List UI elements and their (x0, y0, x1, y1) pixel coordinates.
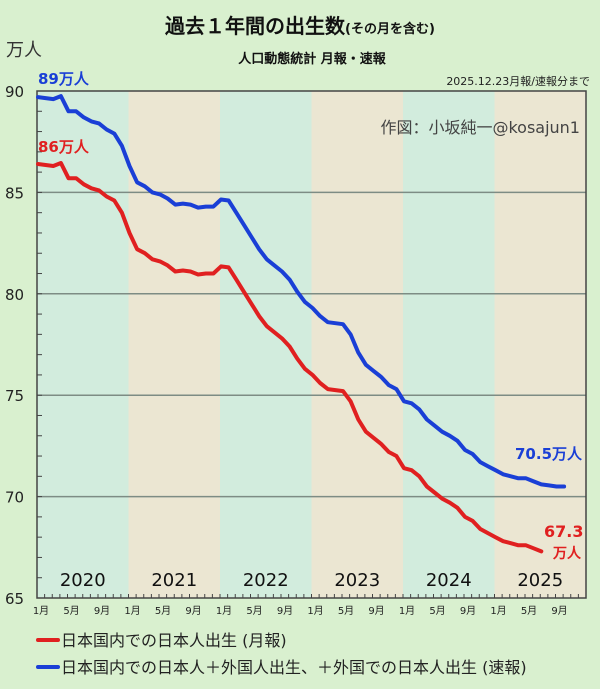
x-tick-label: 5月 (429, 605, 445, 617)
y-tick-label: 85 (5, 184, 24, 202)
y-tick-label: 90 (5, 83, 24, 101)
chart-title-note: (その月を含む) (345, 21, 435, 37)
y-tick-label: 75 (5, 387, 24, 405)
x-tick-label: 1月 (33, 605, 49, 617)
x-tick-label: 9月 (368, 605, 384, 617)
end-label-monthly: 67.3 (544, 522, 583, 541)
series-line-preliminary (36, 94, 567, 489)
legend: 日本国内での日本人出生 (月報) 日本国内での日本人＋外国人出生、＋外国での日本人… (36, 631, 527, 677)
x-tick-label: 1月 (124, 605, 140, 617)
chart-subtitle: 人口動態統計 月報・速報 (238, 51, 387, 67)
year-label: 2025 (517, 570, 563, 591)
year-band (311, 91, 403, 598)
end-label-preliminary: 70.5万人 (515, 445, 583, 463)
x-tick-label: 5月 (63, 605, 79, 617)
start-label-monthly: 86万人 (38, 138, 90, 156)
x-tick-label: 9月 (277, 605, 293, 617)
year-band (494, 91, 586, 598)
x-tick-label: 9月 (94, 605, 110, 617)
x-tick-label: 9月 (460, 605, 476, 617)
year-label: 2021 (151, 570, 197, 591)
x-tick-label: 5月 (155, 605, 171, 617)
x-tick-label: 1月 (216, 605, 232, 617)
year-band (403, 91, 495, 598)
date-note: 2025.12.23月報/速報分まで (446, 75, 590, 88)
year-label: 2020 (60, 570, 106, 591)
year-band (128, 91, 220, 598)
x-tick-label: 5月 (521, 605, 537, 617)
y-axis-unit: 万人 (6, 40, 42, 61)
legend-label: 日本国内での日本人出生 (月報) (61, 631, 287, 650)
legend-label: 日本国内での日本人＋外国人出生、＋外国での日本人出生 (速報) (61, 658, 527, 677)
plot-frame (36, 90, 587, 599)
year-label: 2022 (243, 570, 289, 591)
x-tick-label: 5月 (338, 605, 354, 617)
year-label: 2024 (426, 570, 472, 591)
start-label-preliminary: 89万人 (38, 70, 90, 88)
end-label-monthly-unit: 万人 (552, 545, 582, 562)
x-tick-label: 5月 (246, 605, 262, 617)
y-tick-label: 80 (5, 286, 24, 304)
y-tick-label: 70 (5, 489, 24, 507)
year-band (37, 91, 129, 598)
x-tick-label: 1月 (399, 605, 415, 617)
credit: 作図：小坂純一@kosajun1 (380, 118, 580, 137)
x-tick-label: 1月 (307, 605, 323, 617)
x-tick-label: 1月 (490, 605, 506, 617)
x-tick-label: 9月 (185, 605, 201, 617)
chart-title: 過去１年間の出生数(その月を含む) (165, 14, 435, 38)
series-line-monthly (36, 161, 544, 554)
year-label: 2023 (334, 570, 380, 591)
year-band (220, 91, 312, 598)
x-tick-label: 9月 (551, 605, 567, 617)
plot-area: 2020 1月 5月 9月 2021 1月 5月 9月 2022 1月 5月 9月 2023 1月 5月 9月… (5, 70, 587, 617)
y-tick-label: 65 (5, 590, 24, 608)
